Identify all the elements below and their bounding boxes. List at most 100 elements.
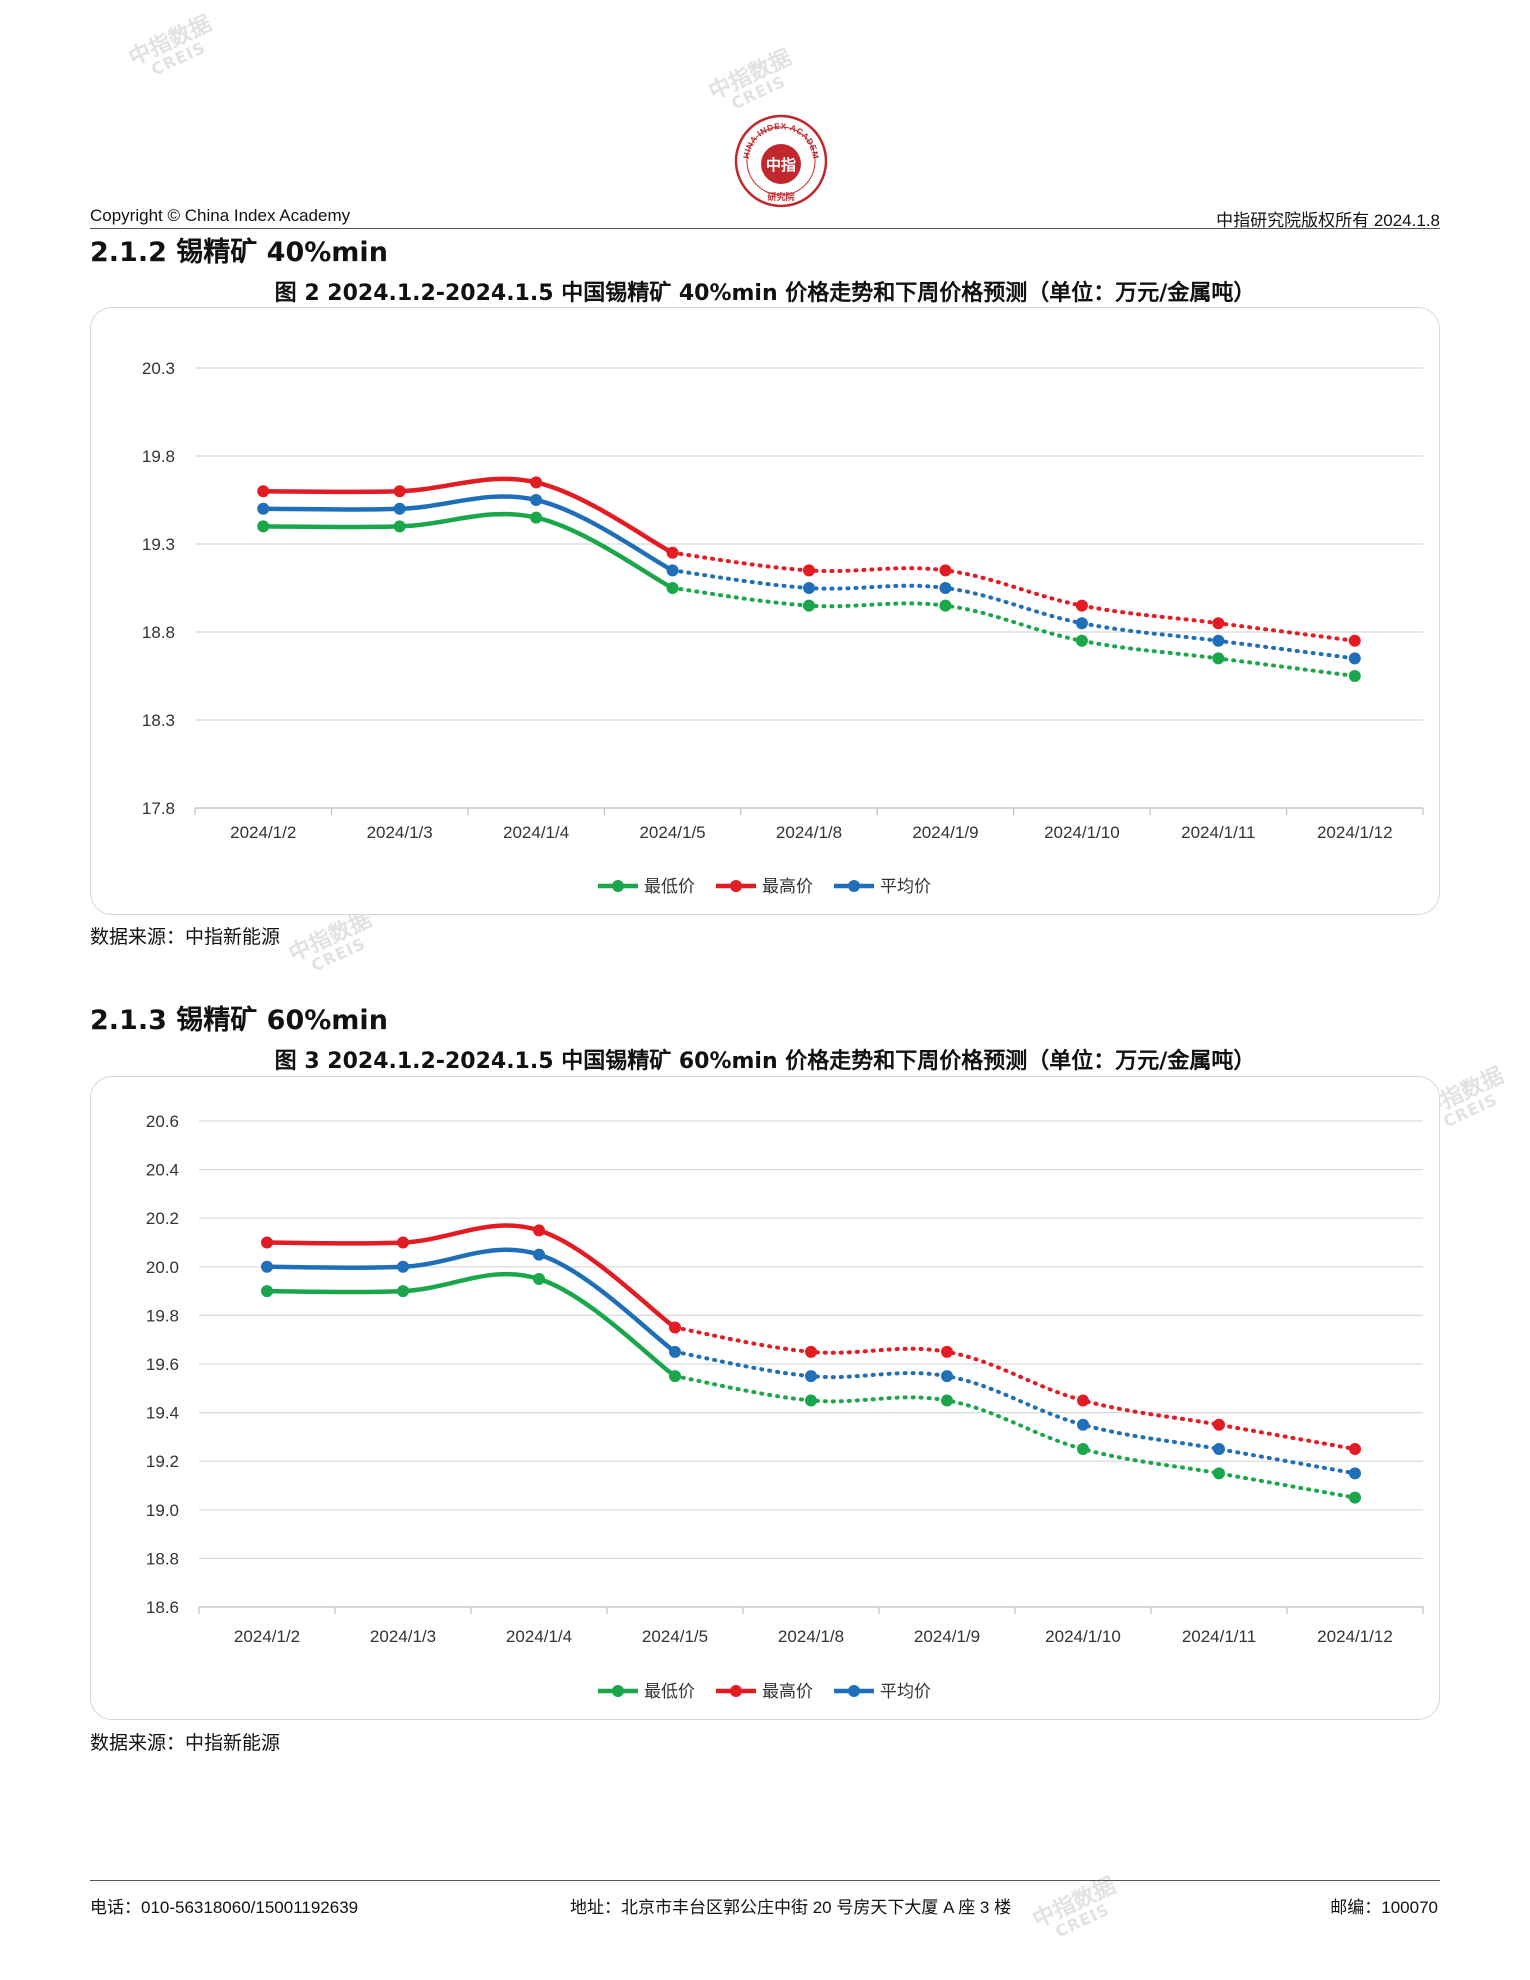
series-line-forecast (670, 568, 1357, 661)
x-tick-label: 2024/1/9 (912, 823, 978, 842)
chart-svg: 20.6 20.4 20.2 20.0 19.8 19.6 19.4 19.2 19.0 18.8… (146, 1112, 1424, 1702)
header-divider (90, 228, 1440, 229)
data-point (805, 1370, 817, 1383)
series-line-forecast (670, 550, 1357, 643)
svg-text:中指: 中指 (766, 156, 796, 174)
data-point (393, 485, 406, 498)
data-point (1349, 1467, 1361, 1480)
y-tick-label: 19.4 (146, 1404, 179, 1423)
data-source: 数据来源：中指新能源 (90, 1732, 281, 1754)
chart-60min: 20.6 20.4 20.2 20.0 19.8 19.6 19.4 19.2 19.0 18.8… (90, 1076, 1440, 1720)
y-tick-label: 20.0 (146, 1258, 179, 1277)
y-tick-label: 20.2 (146, 1209, 179, 1228)
x-tick-label: 2024/1/3 (367, 823, 433, 842)
chart-svg: 20.3 19.8 19.3 18.8 18.3 17.8 2024/1/2 2024/1/3… (142, 359, 1424, 897)
svg-text:研究院: 研究院 (767, 191, 794, 202)
data-point (1348, 652, 1361, 665)
x-tick-label: 2024/1/4 (503, 823, 569, 842)
data-point (257, 520, 270, 533)
data-point (669, 1321, 681, 1334)
data-point (669, 1345, 681, 1358)
x-tick-label: 2024/1/11 (1182, 1627, 1256, 1646)
y-tick-label: 18.6 (146, 1598, 179, 1617)
data-point (1212, 652, 1225, 665)
series-line-forecast (673, 1325, 1357, 1452)
legend-label: 最低价 (644, 877, 695, 897)
legend-marker (848, 1685, 860, 1697)
data-point (393, 520, 406, 533)
data-point (261, 1260, 273, 1273)
data-point (803, 582, 815, 594)
section-title: 2.1.3 锡精矿 60%min (90, 1005, 388, 1036)
data-point (666, 546, 679, 559)
data-point (530, 511, 543, 524)
y-tick-label: 18.3 (142, 711, 175, 730)
data-point (939, 599, 952, 612)
y-tick-label: 20.3 (142, 359, 175, 378)
y-tick-label: 19.2 (146, 1452, 179, 1471)
data-source: 数据来源：中指新能源 (90, 926, 281, 948)
data-point (1349, 1491, 1361, 1504)
footer-phone: 电话：010-56318060/15001192639 (90, 1898, 359, 1917)
data-point (533, 1224, 545, 1237)
y-tick-label: 18.8 (146, 1549, 179, 1568)
y-tick-label: 19.3 (142, 535, 175, 554)
series-line-actual (264, 1223, 678, 1330)
data-point (1077, 1418, 1089, 1431)
x-tick-label: 2024/1/9 (914, 1627, 980, 1646)
x-tick-label: 2024/1/2 (234, 1627, 300, 1646)
x-tick-label: 2024/1/5 (642, 1627, 708, 1646)
y-tick-label: 19.0 (146, 1501, 179, 1520)
section-title: 2.1.2 锡精矿 40%min (90, 237, 388, 268)
data-point (941, 1370, 953, 1383)
data-point (1212, 617, 1225, 630)
data-point (939, 564, 952, 577)
legend-label: 最低价 (644, 1682, 695, 1702)
legend-marker (848, 880, 860, 892)
data-point (530, 494, 543, 506)
data-point (257, 485, 270, 498)
x-tick-label: 2024/1/4 (506, 1627, 572, 1646)
x-tick-label: 2024/1/3 (370, 1627, 436, 1646)
data-point (530, 476, 543, 489)
figure-title: 图 3 2024.1.2-2024.1.5 中国锡精矿 60%min 价格走势和… (274, 1049, 1256, 1074)
data-point (805, 1345, 817, 1358)
figure-title: 图 2 2024.1.2-2024.1.5 中国锡精矿 40%min 价格走势和… (274, 281, 1256, 306)
x-tick-label: 2024/1/2 (230, 823, 296, 842)
x-tick-label: 2024/1/11 (1181, 823, 1255, 842)
data-point (1077, 1443, 1089, 1456)
data-point (261, 1236, 273, 1249)
footer-address: 地址：北京市丰台区郭公庄中街 20 号房天下大厦 A 座 3 楼 (570, 1898, 1012, 1917)
data-point (261, 1285, 273, 1298)
data-point (1212, 634, 1225, 647)
rights-text: 中指研究院版权所有 2024.1.8 (1216, 211, 1440, 230)
series-line-actual (260, 511, 675, 591)
series-line-forecast (673, 1349, 1357, 1476)
data-point (397, 1236, 409, 1249)
data-point (941, 1394, 953, 1407)
y-tick-label: 19.6 (146, 1355, 179, 1374)
data-point (1213, 1467, 1225, 1480)
legend-label: 最高价 (762, 1682, 813, 1702)
data-point (257, 502, 270, 515)
y-tick-label: 17.8 (142, 799, 175, 818)
data-point (805, 1394, 817, 1407)
chart-40min: 20.3 19.8 19.3 18.8 18.3 17.8 2024/1/2 2024/1/3… (90, 307, 1440, 915)
data-point (666, 582, 679, 594)
data-point (803, 599, 815, 612)
data-point (1213, 1418, 1225, 1431)
series-line-actual (260, 494, 675, 573)
data-point (1348, 670, 1361, 682)
data-point (941, 1345, 953, 1358)
data-point (1075, 617, 1088, 630)
data-point (397, 1285, 409, 1298)
data-point (1349, 1443, 1361, 1456)
x-tick-label: 2024/1/8 (778, 1627, 844, 1646)
legend-marker (612, 880, 624, 892)
x-tick-label: 2024/1/10 (1045, 1627, 1121, 1646)
legend-marker (730, 1685, 742, 1697)
y-tick-label: 20.6 (146, 1112, 179, 1131)
legend-label: 平均价 (880, 877, 931, 897)
